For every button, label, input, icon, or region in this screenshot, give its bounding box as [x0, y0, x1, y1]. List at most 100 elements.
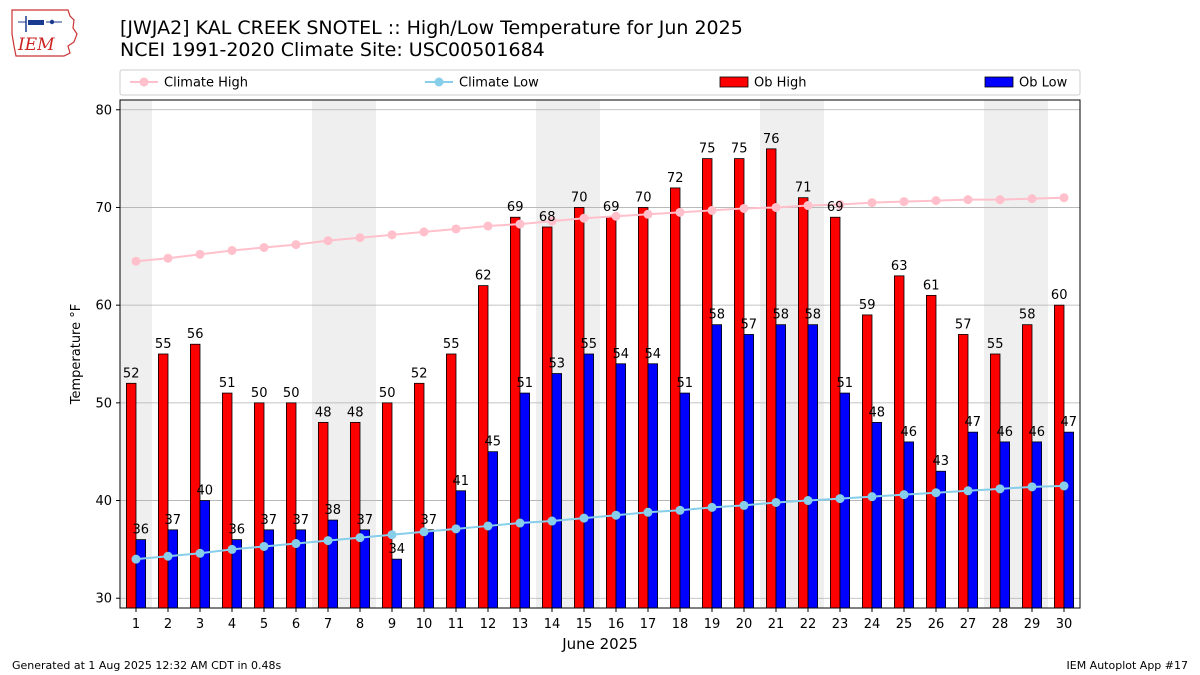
ob-high-bar	[958, 334, 969, 609]
y-tick-label: 50	[95, 396, 112, 411]
climate-low-point	[771, 497, 781, 507]
climate-high-point	[995, 195, 1005, 205]
climate-high-point	[259, 243, 269, 253]
climate-low-line	[135, 484, 1065, 561]
x-tick-label: 13	[512, 617, 529, 632]
climate-low-point	[643, 507, 653, 517]
x-tick-label: 15	[576, 617, 593, 632]
x-axis-label: June 2025	[561, 635, 638, 653]
ob-low-value-label: 43	[933, 454, 950, 469]
ob-high-value-label: 55	[155, 337, 172, 352]
ob-low-bar	[327, 519, 339, 609]
ob-high-value-label: 63	[891, 259, 908, 274]
climate-high-point	[835, 200, 845, 210]
ob-low-value-label: 51	[837, 376, 854, 391]
ob-low-bar	[807, 324, 819, 609]
ob-high-bar	[509, 216, 521, 609]
x-tick-label: 19	[704, 617, 721, 632]
ob-low-bar	[455, 490, 467, 609]
bar-value-labels: 52 55 56 51 50 50 48 48 50 52 55 62 69 68 70 69 70 72 75 75…	[123, 132, 1077, 557]
climate-high-point	[227, 245, 237, 255]
climate-high-point	[323, 236, 333, 246]
ob-low-value-label: 37	[165, 513, 182, 528]
ob-low-value-label: 40	[197, 484, 214, 499]
ob-high-bar	[1054, 304, 1065, 609]
climate-low-point	[451, 524, 461, 534]
climate-high-point	[163, 253, 173, 263]
ob-low-value-label: 58	[773, 308, 790, 323]
y-tick-label: 60	[95, 299, 112, 314]
climate-low-point	[163, 551, 173, 561]
ob-low-bar	[615, 363, 627, 609]
climate-high-point	[195, 249, 205, 259]
x-tick-label: 18	[672, 617, 689, 632]
ob-high-value-label: 59	[859, 298, 876, 313]
ob-high-value-label: 70	[571, 190, 588, 205]
climate-high-point	[899, 197, 909, 207]
ob-high-bar	[413, 382, 425, 609]
climate-low-point	[579, 513, 589, 523]
climate-high-point	[451, 224, 461, 234]
climate-high-point	[291, 240, 301, 250]
ob-high-bar	[157, 353, 169, 609]
ob-high-bar	[926, 294, 937, 609]
generated-timestamp: Generated at 1 Aug 2025 12:32 AM CDT in …	[12, 659, 282, 672]
x-tick-label: 5	[260, 617, 268, 632]
ob-low-bar	[775, 324, 787, 609]
chart-title: [JWJA2] KAL CREEK SNOTEL :: High/Low Tem…	[120, 17, 743, 39]
climate-low-point	[291, 539, 301, 549]
climate-high-point	[803, 201, 813, 211]
ob-low-bar	[263, 529, 275, 609]
climate-low-point	[675, 505, 685, 515]
y-tick-label: 40	[95, 494, 112, 509]
ob-low-value-label: 54	[613, 347, 630, 362]
ob-low-bar	[135, 539, 147, 609]
ob-low-bar	[423, 529, 435, 609]
ob-high-legend-swatch	[719, 76, 749, 88]
ob-high-bar	[1022, 324, 1033, 609]
climate-low-point	[963, 486, 973, 496]
climate-low-point	[259, 541, 269, 551]
climate-low-point	[835, 494, 845, 504]
ob-high-value-label: 50	[283, 386, 300, 401]
ob-high-value-label: 69	[507, 200, 524, 215]
x-tick-label: 23	[832, 617, 849, 632]
ob-low-value-label: 37	[357, 513, 374, 528]
climate-high-point	[419, 227, 429, 237]
climate-lines	[131, 193, 1069, 564]
climate-high-point	[547, 216, 557, 226]
ob-low-value-label: 41	[453, 474, 470, 489]
ob-low-value-label: 46	[1029, 425, 1046, 440]
ob-high-bar	[221, 392, 233, 609]
ob-low-value-label: 36	[229, 523, 246, 538]
ob-low-bar	[967, 431, 979, 609]
ob-high-bar	[189, 343, 201, 609]
ob-high-value-label: 58	[1019, 308, 1036, 323]
ob-high-bar	[734, 158, 745, 609]
ob-high-value-label: 52	[411, 366, 428, 381]
ob-high-value-label: 56	[187, 327, 204, 342]
x-tick-label: 12	[480, 617, 497, 632]
x-tick-label: 29	[1024, 617, 1041, 632]
climate-high-point	[131, 256, 141, 266]
ob-high-bar	[766, 148, 777, 609]
ob-low-bar	[999, 441, 1011, 609]
ob-low-value-label: 37	[293, 513, 310, 528]
ob-high-value-label: 48	[315, 405, 332, 420]
ob-high-value-label: 57	[955, 317, 972, 332]
ob-high-value-label: 70	[635, 190, 652, 205]
climate-high-point	[1027, 194, 1037, 204]
ob-low-value-label: 36	[133, 523, 150, 538]
ob-low-value-label: 54	[645, 347, 662, 362]
climate-high-point	[579, 213, 589, 223]
plot-frame	[119, 99, 1081, 609]
ob-low-bar	[679, 392, 691, 609]
climate-high-point	[931, 196, 941, 206]
ob-high-value-label: 55	[987, 337, 1004, 352]
x-tick-label: 17	[640, 617, 657, 632]
climate-low-legend-marker	[434, 77, 444, 87]
climate-high-point	[963, 195, 973, 205]
x-tick-label: 28	[992, 617, 1009, 632]
ob-low-value-label: 46	[997, 425, 1014, 440]
